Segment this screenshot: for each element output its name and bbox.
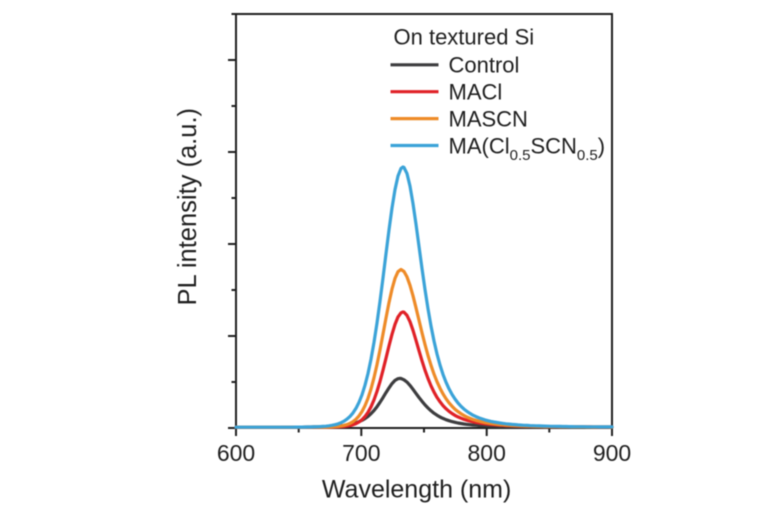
- svg-text:900: 900: [593, 440, 631, 466]
- svg-text:600: 600: [217, 440, 255, 466]
- svg-text:On textured Si: On textured Si: [394, 25, 535, 50]
- svg-text:PL intensity (a.u.): PL intensity (a.u.): [174, 108, 202, 305]
- svg-text:MASCN: MASCN: [449, 107, 528, 132]
- svg-text:Wavelength (nm): Wavelength (nm): [322, 476, 511, 504]
- svg-text:800: 800: [468, 440, 506, 466]
- svg-text:700: 700: [342, 440, 380, 466]
- svg-text:Control: Control: [449, 53, 520, 78]
- svg-text:MACl: MACl: [449, 80, 503, 105]
